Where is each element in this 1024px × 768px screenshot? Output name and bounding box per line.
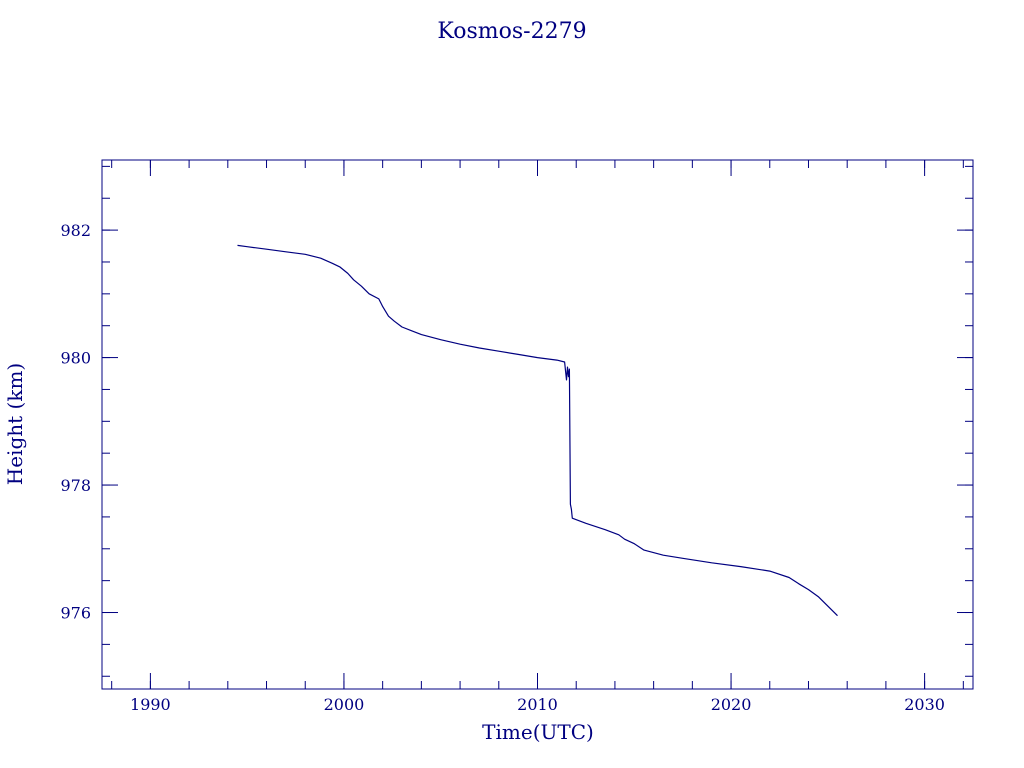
- x-tick-label: 2030: [904, 695, 945, 714]
- y-tick-label: 976: [60, 604, 91, 623]
- x-tick-label: 2000: [324, 695, 365, 714]
- axis-ticks: [102, 160, 973, 689]
- plot-frame: [101, 159, 974, 690]
- tick-labels: 1990 2000 2010 2020 2030 976 978 980 982: [60, 221, 945, 714]
- x-tick-label: 1990: [130, 695, 171, 714]
- series-line: [237, 244, 838, 617]
- y-tick-label: 980: [60, 349, 91, 368]
- x-tick-label: 2010: [517, 695, 558, 714]
- y-tick-label: 982: [60, 221, 91, 240]
- x-tick-label: 2020: [711, 695, 752, 714]
- chart-title: Kosmos-2279: [437, 19, 586, 44]
- y-tick-label: 978: [60, 476, 91, 495]
- y-axis-label: Height (km): [3, 363, 27, 485]
- x-axis-label: Time(UTC): [482, 720, 594, 744]
